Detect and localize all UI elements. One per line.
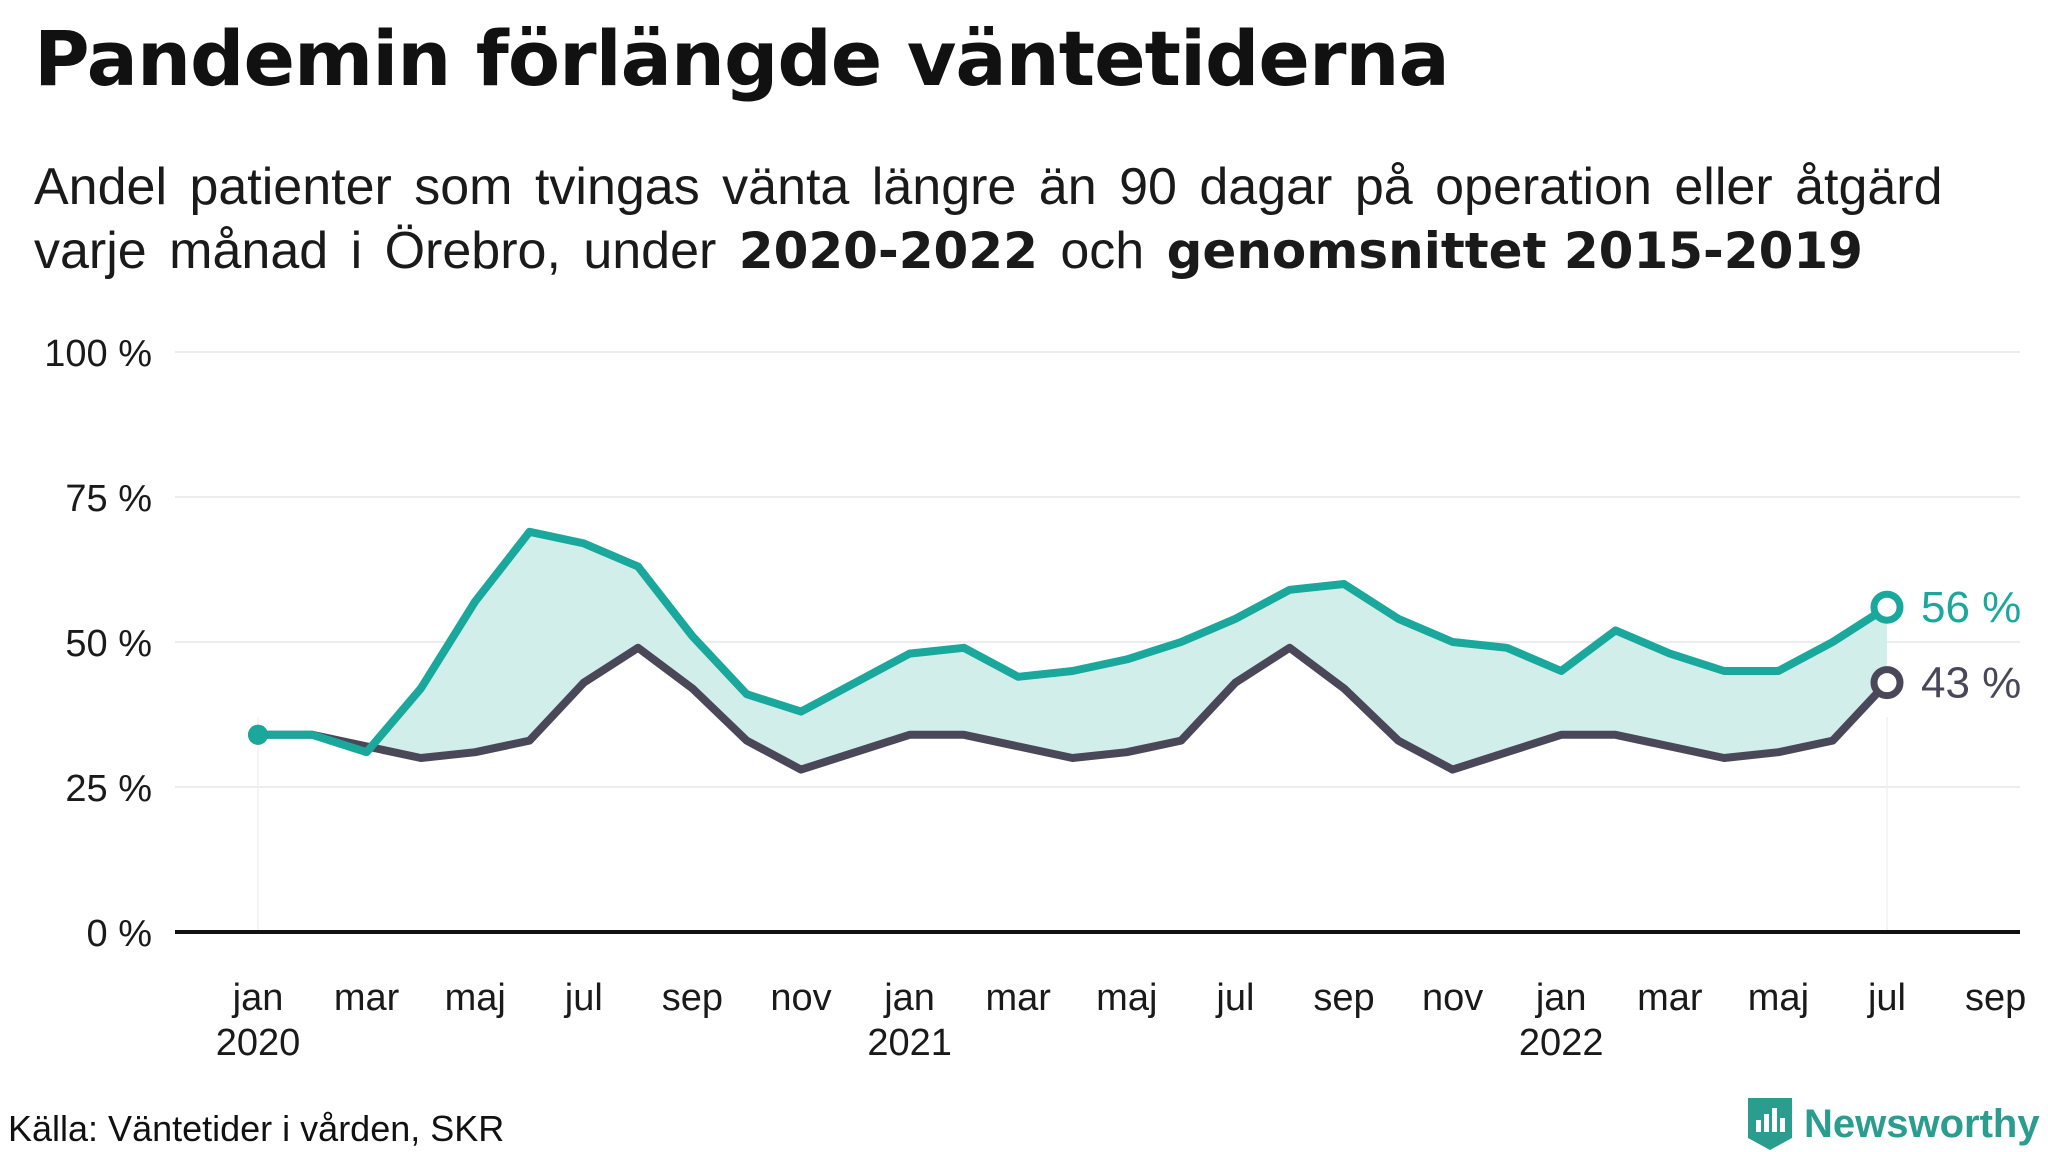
x-tick-label: jul (1867, 977, 1906, 1019)
subtitle-series-current: 2020-2022 (738, 222, 1038, 280)
x-tick-label: jul (1215, 977, 1254, 1019)
x-tick-label: sep (1313, 977, 1374, 1019)
x-tick-year-label: 2022 (1519, 1022, 1604, 1064)
y-tick-label: 25 % (65, 768, 152, 810)
x-tick-label: jan (1535, 977, 1587, 1019)
x-tick-label: maj (1748, 977, 1809, 1019)
x-tick-label: jul (564, 977, 603, 1019)
newsworthy-logo: Newsworthy (1748, 1098, 2040, 1150)
subtitle-and: och (1060, 222, 1145, 280)
x-tick-label: maj (445, 977, 506, 1019)
y-tick-label: 50 % (65, 623, 152, 665)
x-tick-label: nov (770, 977, 831, 1019)
x-tick-label: mar (985, 977, 1051, 1019)
x-tick-year-label: 2021 (867, 1022, 952, 1064)
newsworthy-bar-chart-icon (1748, 1098, 1792, 1150)
x-tick-label: sep (662, 977, 723, 1019)
start-marker-current (248, 724, 268, 745)
x-tick-label: sep (1965, 977, 2026, 1019)
end-marker-average (1870, 666, 1904, 700)
subtitle-text: Andel patienter som tvingas vänta längre… (34, 158, 1943, 280)
x-tick-label: jan (883, 977, 935, 1019)
chart-subtitle: Andel patienter som tvingas vänta längre… (34, 155, 2034, 283)
chart-title: Pandemin förlängde väntetiderna (34, 14, 1450, 103)
subtitle-series-average: genomsnittet 2015-2019 (1166, 222, 1863, 280)
logo-text: Newsworthy (1804, 1101, 2040, 1146)
series-line-average (254, 643, 1891, 774)
y-tick-label: 75 % (65, 478, 152, 520)
y-tick-label: 100 % (44, 333, 152, 375)
end-label-current: 56 % (1921, 583, 2021, 632)
source-note: Källa: Väntetider i vården, SKR (8, 1108, 505, 1149)
x-tick-label: nov (1422, 977, 1483, 1019)
x-tick-label: jan (232, 977, 284, 1019)
x-tick-label: maj (1096, 977, 1157, 1019)
end-label-average: 43 % (1921, 659, 2021, 708)
x-tick-label: mar (334, 977, 400, 1019)
difference-area (258, 531, 1887, 770)
x-tick-year-label: 2020 (216, 1022, 301, 1064)
series-line-current (254, 527, 1891, 757)
y-tick-label: 0 % (87, 913, 152, 955)
end-marker-current (1870, 590, 1904, 624)
x-tick-label: mar (1637, 977, 1703, 1019)
